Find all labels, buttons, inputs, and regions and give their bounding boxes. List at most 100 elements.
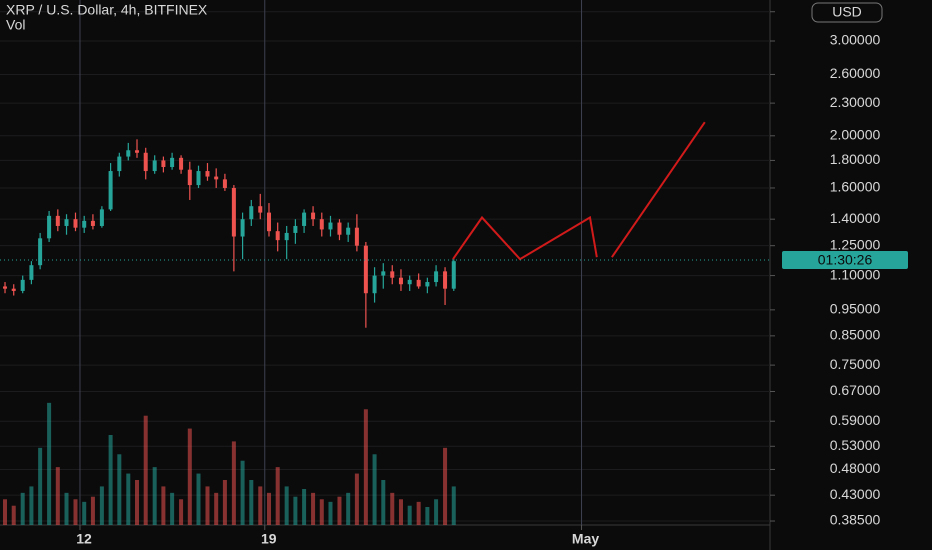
- volume-bar: [372, 454, 377, 525]
- candle-body: [337, 222, 342, 235]
- y-tick-label: 0.75000: [830, 356, 881, 372]
- candle-body: [275, 231, 280, 241]
- x-tick-label: 12: [76, 531, 92, 547]
- candle-body: [372, 275, 377, 294]
- axes: 3.400003.000002.600002.300002.000001.800…: [76, 2, 908, 547]
- volume-bar: [222, 480, 227, 525]
- candle-body: [64, 219, 69, 226]
- volume-bar: [161, 486, 166, 525]
- candle-body: [398, 277, 403, 285]
- volume-bar: [99, 486, 104, 525]
- volume-bar: [443, 447, 448, 525]
- candle-body: [363, 245, 368, 294]
- volume-bar: [275, 467, 280, 525]
- x-tick-label: May: [572, 531, 599, 547]
- candle-body: [3, 286, 8, 289]
- candle-body: [293, 225, 298, 233]
- volume-bar: [319, 499, 324, 525]
- candle-body: [38, 238, 43, 266]
- volume-bar: [354, 473, 359, 525]
- volume-bar: [363, 409, 368, 525]
- candle-body: [266, 212, 271, 232]
- volume-bar: [293, 496, 298, 525]
- volume-bar: [55, 467, 60, 525]
- candle-body: [434, 271, 439, 283]
- volume-bar: [64, 492, 69, 525]
- y-tick-label: 1.40000: [830, 210, 881, 226]
- volume-bar: [3, 499, 8, 525]
- candle-body: [55, 215, 60, 226]
- y-tick-label: 0.85000: [830, 327, 881, 343]
- y-tick-label: 0.38500: [830, 512, 881, 528]
- volume-bar: [302, 489, 307, 525]
- volume-bar: [337, 496, 342, 525]
- candle-body: [240, 219, 245, 237]
- candle-body: [390, 271, 395, 278]
- volume-bar: [196, 473, 201, 525]
- grid: [0, 0, 770, 525]
- y-tick-label: 0.95000: [830, 301, 881, 317]
- volume-bar: [398, 499, 403, 525]
- volume-bar: [20, 492, 25, 525]
- y-tick-label: 0.59000: [830, 412, 881, 428]
- candle-body: [99, 209, 104, 226]
- candle-body: [161, 160, 166, 168]
- y-tick-label: 2.30000: [830, 94, 881, 110]
- candle-body: [416, 279, 421, 287]
- x-tick-label: 19: [261, 531, 277, 547]
- candle-body: [231, 187, 236, 237]
- volume-bar: [328, 501, 333, 525]
- y-tick-label: 1.10000: [830, 266, 881, 282]
- candle-body: [73, 219, 78, 228]
- candle-body: [90, 220, 95, 226]
- candle-body: [311, 212, 316, 220]
- volume-bar: [143, 415, 148, 525]
- candle-body: [302, 212, 307, 226]
- volume-bar: [29, 486, 34, 525]
- volume-bar: [434, 499, 439, 525]
- currency-button[interactable]: [811, 2, 883, 23]
- y-tick-label: 1.60000: [830, 179, 881, 195]
- candle-body: [222, 179, 227, 188]
- candle-body: [354, 227, 359, 246]
- volume-bar: [179, 499, 184, 525]
- volume-label: Vol: [6, 17, 25, 33]
- candle-body: [20, 279, 25, 291]
- volume-bar: [170, 492, 175, 525]
- y-tick-label: 0.43000: [830, 486, 881, 502]
- candle-body: [249, 206, 254, 220]
- volume-bar: [266, 492, 271, 525]
- candle-body: [11, 288, 16, 291]
- volume-bar: [390, 492, 395, 525]
- volume-bar: [187, 428, 192, 525]
- candle-body: [135, 150, 140, 153]
- y-tick-label: 2.00000: [830, 126, 881, 142]
- volume-bar: [284, 486, 289, 525]
- volume-bar: [311, 492, 316, 525]
- volume-bar: [11, 505, 16, 525]
- volume-bar: [249, 480, 254, 525]
- candle-body: [196, 171, 201, 186]
- volume-bar: [73, 499, 78, 525]
- volume-bar: [346, 492, 351, 525]
- y-tick-label: 0.67000: [830, 382, 881, 398]
- volume-bar: [451, 486, 456, 525]
- candle-body: [381, 271, 386, 276]
- candle-body: [170, 157, 175, 168]
- currency-label[interactable]: USD: [832, 4, 862, 20]
- candle-body: [346, 227, 351, 235]
- volume-bar: [231, 441, 236, 525]
- volume-bar: [425, 507, 430, 525]
- candle-body: [143, 152, 148, 172]
- volume-bar: [416, 501, 421, 525]
- candle-body: [319, 219, 324, 230]
- candle-body: [126, 150, 131, 157]
- volume-bar: [117, 454, 122, 525]
- candle-body: [451, 261, 456, 289]
- volume-bar: [381, 480, 386, 525]
- candle-body: [425, 282, 430, 287]
- volume-bar: [126, 473, 131, 525]
- volume-bar: [152, 467, 157, 525]
- volume-bar: [47, 402, 52, 525]
